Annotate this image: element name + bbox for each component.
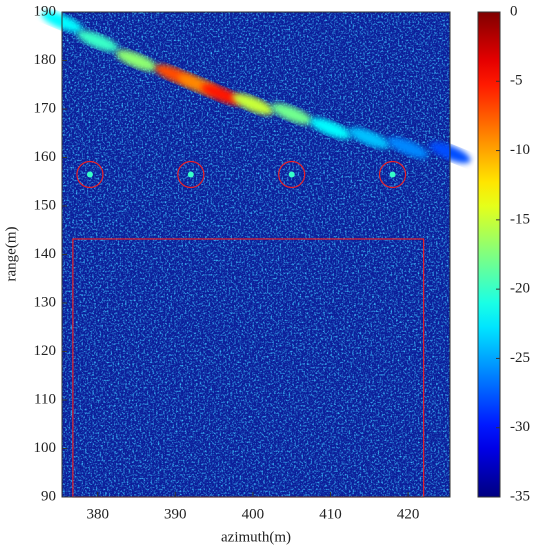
- target-circle: [378, 160, 407, 189]
- y-tick-label: 170: [34, 100, 57, 116]
- colorbar-tick-label: -5: [510, 73, 523, 89]
- y-tick-label: 90: [41, 488, 56, 504]
- colorbar-tick-label: -10: [510, 142, 530, 158]
- target-circle: [278, 160, 306, 189]
- target-circle: [76, 160, 104, 189]
- speckle-texture: [62, 12, 450, 497]
- colorbar-tick-label: -30: [510, 419, 530, 435]
- colorbar: [477, 11, 501, 498]
- target-point: [86, 171, 93, 178]
- y-tick-label: 100: [34, 440, 57, 456]
- x-tick-label: 400: [242, 506, 265, 522]
- streak-blob: [201, 83, 243, 105]
- target-point: [187, 171, 194, 178]
- target-circle: [177, 160, 205, 189]
- colorbar-tick-label: -15: [510, 211, 530, 227]
- target-point: [389, 171, 396, 178]
- y-tick-label: 160: [34, 149, 57, 165]
- y-tick-label: 140: [34, 246, 57, 262]
- target-point: [288, 171, 295, 178]
- y-axis-label: range(m): [3, 227, 19, 282]
- x-tick-label: 380: [86, 506, 109, 522]
- x-axis-label: azimuth(m): [221, 529, 291, 545]
- y-tick-label: 130: [34, 294, 57, 310]
- colorbar-tick-label: 0: [510, 3, 518, 19]
- y-tick-label: 150: [34, 197, 57, 213]
- streak-blob: [271, 103, 313, 125]
- x-tick-label: 410: [319, 506, 342, 522]
- colorbar-tick-label: -25: [510, 350, 530, 366]
- streak-blob: [232, 93, 274, 115]
- streak-blob: [387, 137, 429, 159]
- colorbar-tick-label: -35: [510, 488, 530, 504]
- y-tick-label: 180: [34, 52, 57, 68]
- x-tick-label: 420: [397, 506, 420, 522]
- y-tick-label: 120: [34, 343, 57, 359]
- streak-blob: [77, 30, 119, 52]
- y-tick-label: 190: [34, 3, 57, 19]
- streak-blob: [309, 117, 352, 139]
- streak-blob: [348, 127, 390, 149]
- y-tick-label: 110: [34, 391, 56, 407]
- x-tick-label: 390: [164, 506, 187, 522]
- colorbar-tick-label: -20: [510, 281, 530, 297]
- streak-blob: [115, 50, 158, 71]
